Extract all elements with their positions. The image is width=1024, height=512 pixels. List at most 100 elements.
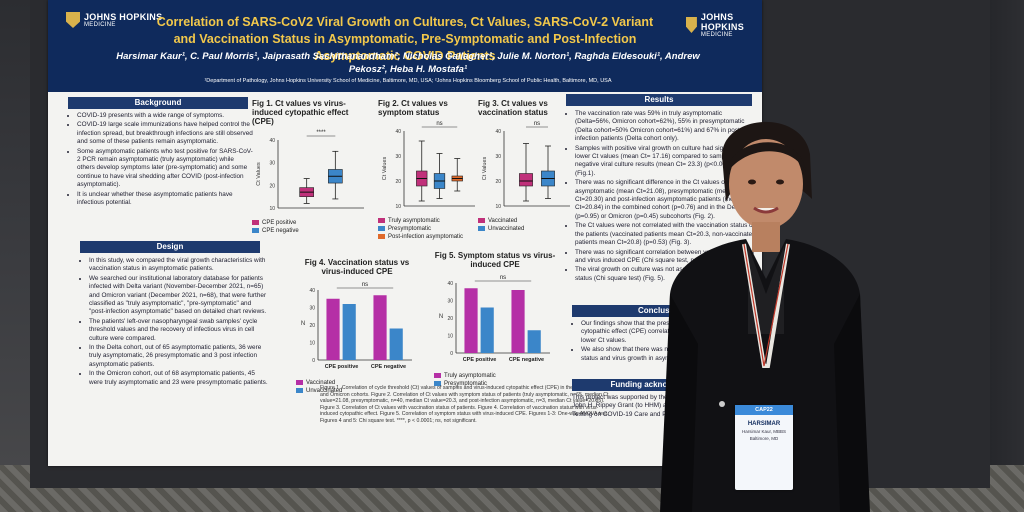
background-heading: Background [68,97,248,109]
results-bullet: The Ct values were not correlated with t… [575,222,756,247]
y-tick-label: 20 [309,323,315,329]
poster-title: Correlation of SARS-CoV2 Viral Growth on… [156,15,654,63]
logo-subtext: MEDICINE [700,32,733,38]
y-tick-label: 30 [269,161,275,167]
figure-3-legend: Vaccinated Unvaccinated [478,217,578,233]
logo-text: JOHNS HOPKINS [700,12,745,32]
y-tick-label: 20 [447,316,453,322]
legend-swatch [434,380,441,386]
y-tick-label: 30 [395,154,401,160]
y-tick-label: 10 [447,334,453,340]
results-bullet: Samples with positive viral growth on cu… [575,145,756,179]
legend-entry: Vaccinated [478,217,578,225]
figure-5-chart: 0 10 20 30 40 N CPE positive CPE negative ns [439,275,550,363]
research-poster: JOHNS HOPKINS MEDICINE JOHNS HOPKINS MEDIC… [48,0,762,466]
bar [480,307,494,353]
figure-2-legend: Truly asymptomatic Presymptomatic Post-inf… [378,217,483,241]
y-axis-label: Ct Values [256,162,262,186]
design-bullet: The patients' left-over nasopharyngeal s… [89,318,268,343]
figure-4-chart: 0 10 20 30 40 N CPE positive CPE negative ns [301,282,412,370]
badge-city: Baltimore, MD [749,436,779,441]
legend-swatch [478,217,485,223]
logo-text: JOHNS HOPKINS [84,12,163,22]
legend-entry: Vaccinated [296,379,418,387]
y-tick-label: 10 [309,341,315,347]
y-tick-label: 40 [395,129,401,135]
figure-1-title: Fig 1. Ct values vs virus-induced cytopa… [252,99,349,126]
significance-label: **** [316,130,326,136]
legend-swatch [296,387,303,393]
y-tick-label: 10 [395,204,401,210]
design-bullet: In the Omicron cohort, out of 68 asympto… [89,370,268,387]
legend-swatch [296,379,303,385]
smile [753,206,779,214]
face [729,139,803,229]
figure-caption: Figure 1. Correlation of cycle threshold… [320,385,611,424]
y-tick-label: 0 [450,351,453,357]
figure-3-title: Fig 3. Ct values vs vaccination status [478,99,548,117]
legend-swatch [252,227,259,233]
logo-subtext: MEDICINE [84,22,116,28]
y-tick-label: 40 [447,281,453,287]
bar [326,298,340,360]
results-bullet: There was no significant correlation bet… [575,249,756,266]
hair-top [726,142,806,174]
conclusions-text: Our findings show that the presence of v… [572,320,757,364]
legend-entry: Presymptomatic [378,225,483,233]
figure-2-title: Fig 2. Ct values vs symptom status [378,99,448,117]
legend-swatch [378,233,385,239]
y-tick-label: 40 [495,129,501,135]
background-bullet: COVID-19 large scale immunizations have … [77,121,253,146]
right-arm [834,294,870,512]
left-arm [660,294,698,512]
results-text: The vaccination rate was 59% in truly as… [566,110,756,284]
figure-5-legend: Truly asymptomatic Presymptomatic [434,372,556,388]
results-bullet: The vaccination rate was 59% in truly as… [575,110,756,144]
shield-icon [66,12,80,28]
shield-icon [686,17,697,33]
y-tick-label: 20 [395,179,401,185]
background-bullet: COVID-19 presents with a wide range of s… [77,112,253,120]
bar [511,290,525,353]
legend-swatch [378,225,385,231]
badge-name: HARSIMAR [747,421,781,427]
poster-authors: Harsimar Kaur¹, C. Paul Morris¹, Jaipras… [116,51,700,75]
figure-4: Fig 4. Vaccination status vs virus-induc… [296,258,418,395]
name-badge: CAP22 HARSIMAR Harsimar Kaur, MBBS Balti… [735,405,793,490]
design-heading: Design [80,241,260,253]
background-bullet: Some asymptomatic patients who test posi… [77,148,253,190]
design-bullet: In this study, we compared the viral gro… [89,257,268,274]
left-eye [748,179,756,185]
y-axis-label: Ct Values [382,157,388,181]
badge-fullname: Harsimar Kaur, MBBS [741,429,786,434]
figure-2-chart: 10 20 30 40 Ct Values ns [382,121,475,210]
results-bullet: The viral growth on culture was not asso… [575,266,756,283]
legend-swatch [478,225,485,231]
bar [389,328,403,360]
significance-label: ns [436,121,442,127]
figure-4-legend: Vaccinated Unvaccinated [296,379,418,395]
y-tick-label: 30 [309,306,315,312]
y-tick-label: 30 [447,299,453,305]
results-bullet: There was no significant difference in t… [575,179,756,221]
results-heading: Results [566,94,752,106]
figure-1: Fig 1. Ct values vs virus-induced cytopa… [252,99,372,235]
bar [464,288,478,353]
bar [373,295,387,360]
figure-1-legend: CPE positive CPE negative [252,219,372,235]
right-eye [776,179,784,185]
x-tick-label: CPE positive [325,364,359,370]
figure-5: Fig 5. Symptom status vs virus-induced C… [434,251,556,388]
neck [752,222,780,252]
x-tick-label: CPE negative [509,357,544,363]
figure-5-title: Fig 5. Symptom status vs virus-induced C… [434,251,556,269]
y-axis-label: N [439,314,443,320]
johns-hopkins-logo-left: JOHNS HOPKINS MEDICINE [66,12,162,28]
y-tick-label: 0 [312,358,315,364]
significance-label: ns [362,282,368,288]
design-bullet: We searched our institutional laboratory… [89,275,268,317]
x-tick-label: CPE negative [371,364,406,370]
blazer-button [719,401,725,407]
y-tick-label: 40 [309,288,315,294]
presenter-person [660,121,870,512]
